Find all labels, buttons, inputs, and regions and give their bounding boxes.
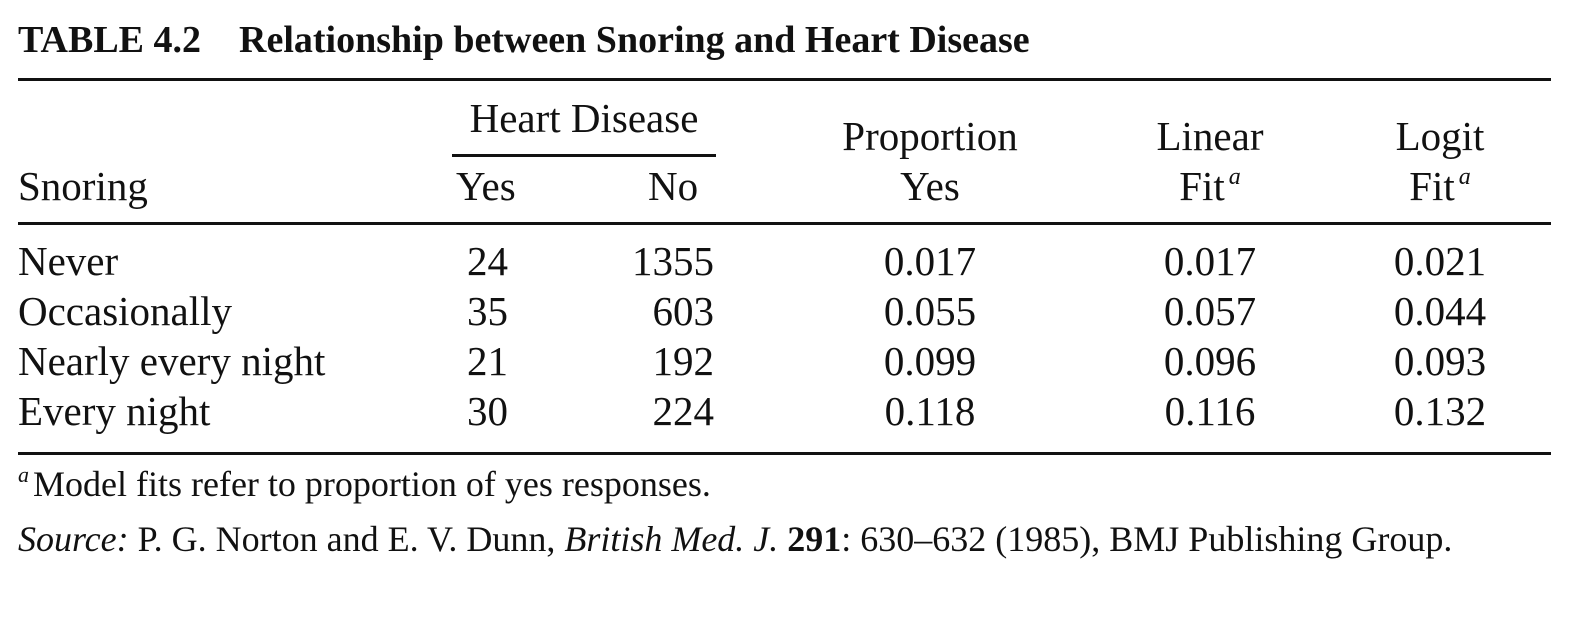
table-row-logit: 0.093 — [1393, 338, 1487, 384]
table-row-no: 603 — [652, 288, 715, 334]
table-row-linear: 0.057 — [1163, 288, 1257, 334]
header-proportion-line1: Proportion — [842, 113, 1018, 159]
table-row-logit: 0.021 — [1393, 238, 1487, 284]
top-rule — [18, 78, 1551, 81]
table-row-yes: 21 — [467, 338, 508, 384]
header-linear-text: Fit — [1179, 163, 1225, 209]
header-logit-line2: Fit a — [1340, 162, 1540, 210]
table-row-linear: 0.116 — [1164, 388, 1256, 434]
footnote-text: Model fits refer to proportion of yes re… — [33, 464, 711, 504]
table-row-no: 192 — [652, 338, 715, 384]
header-yes: Yes — [456, 163, 516, 209]
heart-disease-rule — [452, 154, 716, 157]
footnote-marker: a — [18, 462, 29, 487]
table-row-linear: 0.096 — [1163, 338, 1257, 384]
footnote-marker-logit: a — [1458, 164, 1471, 190]
header-no: No — [648, 163, 699, 209]
table-row-yes: 24 — [467, 238, 508, 284]
table-title-text: Relationship between Snoring and Heart D… — [239, 19, 1030, 61]
table-source: Source: P. G. Norton and E. V. Dunn, Bri… — [18, 516, 1551, 562]
table-row-snoring: Never — [18, 238, 119, 284]
header-linear-line1: Linear — [1156, 113, 1264, 159]
header-rule — [18, 222, 1551, 225]
table-row-yes: 35 — [467, 288, 508, 334]
table-footnote: a Model fits refer to proportion of yes r… — [18, 462, 711, 506]
table-row-no: 1355 — [632, 238, 714, 284]
table-row-logit: 0.044 — [1393, 288, 1487, 334]
table-row-logit: 0.132 — [1393, 388, 1487, 434]
table-row-proportion: 0.055 — [883, 288, 977, 334]
table-row-yes: 30 — [467, 388, 508, 434]
table-row-proportion: 0.118 — [884, 388, 976, 434]
source-volume: 291 — [787, 519, 842, 559]
table-row-proportion: 0.017 — [883, 238, 977, 284]
table-row-snoring: Every night — [18, 388, 211, 434]
bottom-rule — [18, 452, 1551, 455]
header-linear-line2: Fit a — [1110, 162, 1310, 210]
table-row-snoring: Nearly every night — [18, 338, 326, 384]
table-row-linear: 0.017 — [1163, 238, 1257, 284]
table-row-no: 224 — [652, 388, 715, 434]
header-proportion-line2: Yes — [900, 163, 960, 209]
header-snoring: Snoring — [18, 163, 148, 209]
header-logit-text: Fit — [1409, 163, 1455, 209]
source-authors: P. G. Norton and E. V. Dunn, — [137, 519, 556, 559]
header-logit-line1: Logit — [1395, 113, 1485, 159]
header-heart-disease: Heart Disease — [469, 95, 699, 141]
table-row-proportion: 0.099 — [883, 338, 977, 384]
table-title: TABLE 4.2 Relationship between Snoring an… — [18, 18, 1030, 62]
source-rest: : 630–632 (1985), BMJ Publishing Group. — [841, 519, 1453, 559]
table-label: TABLE 4.2 — [18, 19, 202, 61]
table-row-snoring: Occasionally — [18, 288, 233, 334]
footnote-marker-linear: a — [1228, 164, 1241, 190]
source-journal: British Med. J. — [564, 519, 779, 559]
source-label: Source: — [18, 519, 129, 559]
